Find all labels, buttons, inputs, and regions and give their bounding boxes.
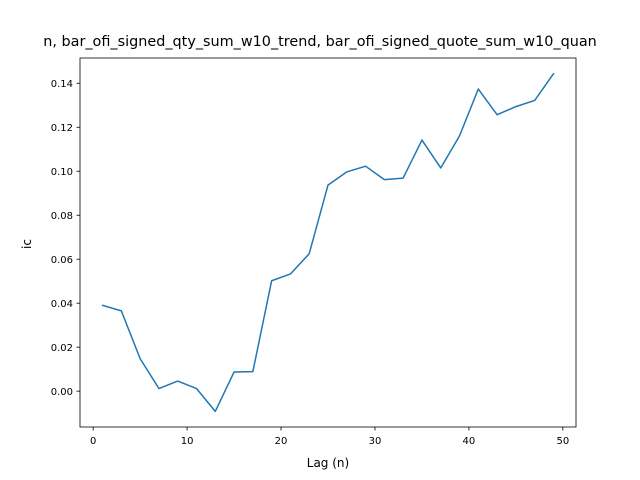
y-tick-label: 0.10 [51, 167, 73, 178]
axes-frame [79, 57, 577, 428]
y-axis-label: ic [20, 239, 34, 249]
x-tick-label: 20 [275, 436, 288, 447]
series-line [101, 72, 555, 413]
y-tick-label: 0.14 [51, 79, 73, 90]
x-tick-label: 10 [181, 436, 194, 447]
x-tick-label: 50 [556, 436, 569, 447]
x-tick-label: 40 [463, 436, 476, 447]
x-tick-label: 30 [369, 436, 382, 447]
y-tick-label: 0.00 [51, 387, 73, 398]
y-tick-label: 0.08 [51, 211, 73, 222]
y-tick-label: 0.06 [51, 255, 73, 266]
y-tick-label: 0.04 [51, 299, 73, 310]
plot-area: 0 10 20 30 40 50 0.00 0.02 0.04 0.06 0.08 0.10 0.12 0… [51, 57, 577, 447]
y-tick-label: 0.12 [51, 123, 73, 134]
x-tick-label: 0 [90, 436, 96, 447]
chart-title: n, bar_ofi_signed_qty_sum_w10_trend, bar… [43, 34, 597, 50]
x-axis-label: Lag (n) [307, 456, 349, 470]
y-tick-label: 0.02 [51, 343, 73, 354]
